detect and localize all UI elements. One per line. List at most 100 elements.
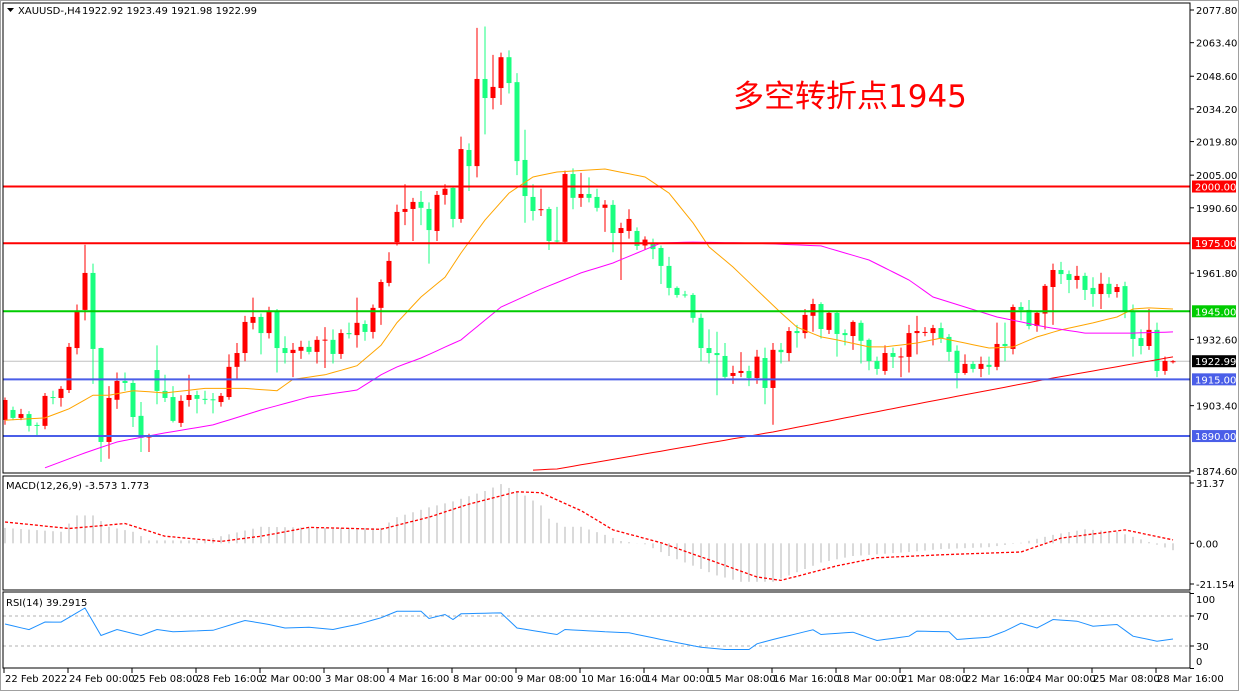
candle[interactable]	[810, 298, 816, 332]
candle[interactable]	[858, 320, 864, 364]
candle[interactable]	[338, 329, 344, 359]
candle[interactable]	[450, 186, 456, 228]
candle[interactable]	[746, 365, 752, 387]
candle[interactable]	[490, 54, 496, 110]
candle[interactable]	[274, 309, 280, 373]
candle[interactable]	[122, 372, 128, 391]
candle[interactable]	[1026, 299, 1032, 330]
candle[interactable]	[330, 329, 336, 364]
candle[interactable]	[778, 343, 784, 364]
candle[interactable]	[898, 347, 904, 378]
candle[interactable]	[346, 322, 352, 339]
candle[interactable]	[938, 322, 944, 344]
candle[interactable]	[890, 347, 896, 369]
candle[interactable]	[730, 365, 736, 384]
candle[interactable]	[498, 52, 504, 105]
candle[interactable]	[210, 392, 216, 414]
candle[interactable]	[538, 188, 544, 216]
candle[interactable]	[618, 222, 624, 280]
candle[interactable]	[946, 333, 952, 362]
candle[interactable]	[10, 406, 16, 421]
candle[interactable]	[682, 290, 688, 298]
candle[interactable]	[738, 352, 744, 378]
candle[interactable]	[1050, 263, 1056, 325]
candle[interactable]	[1170, 360, 1176, 364]
candle[interactable]	[794, 324, 800, 348]
candle[interactable]	[922, 327, 928, 337]
candle[interactable]	[466, 143, 472, 192]
candle[interactable]	[74, 304, 80, 355]
candle[interactable]	[586, 177, 592, 203]
candle[interactable]	[250, 297, 256, 330]
candle[interactable]	[594, 188, 600, 212]
candle[interactable]	[906, 324, 912, 373]
candle[interactable]	[1114, 284, 1120, 298]
candle[interactable]	[378, 279, 384, 325]
candle[interactable]	[1002, 322, 1008, 362]
candle[interactable]	[530, 184, 536, 221]
candle[interactable]	[242, 315, 248, 362]
candle[interactable]	[386, 252, 392, 287]
candle[interactable]	[602, 200, 608, 232]
candle[interactable]	[626, 209, 632, 239]
candle[interactable]	[706, 329, 712, 364]
candle[interactable]	[218, 392, 224, 407]
candle[interactable]	[1154, 322, 1160, 378]
candle[interactable]	[58, 386, 64, 407]
candle[interactable]	[866, 338, 872, 371]
candle[interactable]	[1138, 329, 1144, 355]
candle[interactable]	[962, 354, 968, 375]
candle[interactable]	[634, 227, 640, 251]
candle[interactable]	[562, 170, 568, 244]
candle[interactable]	[874, 356, 880, 375]
candle[interactable]	[258, 313, 264, 355]
candle[interactable]	[66, 343, 72, 393]
candle[interactable]	[42, 392, 48, 430]
candle[interactable]	[426, 202, 432, 264]
candle[interactable]	[978, 356, 984, 378]
candle[interactable]	[714, 331, 720, 396]
candle[interactable]	[50, 390, 56, 405]
candle[interactable]	[658, 245, 664, 285]
candle[interactable]	[434, 191, 440, 241]
candle[interactable]	[82, 244, 88, 321]
candle[interactable]	[458, 136, 464, 223]
chart-menu-triangle-icon[interactable]	[7, 8, 14, 12]
candle[interactable]	[1106, 277, 1112, 298]
candle[interactable]	[154, 345, 160, 405]
candle[interactable]	[354, 297, 360, 348]
candle[interactable]	[1074, 265, 1080, 289]
candle[interactable]	[850, 320, 856, 350]
candle[interactable]	[482, 26, 488, 135]
candle[interactable]	[698, 313, 704, 362]
candle[interactable]	[202, 390, 208, 405]
candle[interactable]	[666, 256, 672, 296]
candle[interactable]	[514, 73, 520, 176]
candle[interactable]	[362, 320, 368, 341]
candle[interactable]	[178, 395, 184, 427]
candle[interactable]	[818, 302, 824, 339]
candle[interactable]	[1034, 311, 1040, 332]
candle[interactable]	[970, 361, 976, 373]
candle[interactable]	[1090, 277, 1096, 307]
candle[interactable]	[762, 347, 768, 405]
candle[interactable]	[282, 336, 288, 364]
candle[interactable]	[1146, 309, 1152, 350]
candle[interactable]	[722, 343, 728, 380]
candle[interactable]	[674, 286, 680, 298]
candle[interactable]	[18, 408, 24, 421]
candle[interactable]	[1058, 261, 1064, 285]
candle[interactable]	[194, 390, 200, 414]
candle[interactable]	[418, 191, 424, 226]
candle[interactable]	[770, 343, 776, 425]
candle[interactable]	[290, 343, 296, 378]
candle[interactable]	[994, 322, 1000, 371]
candle[interactable]	[578, 172, 584, 207]
candle[interactable]	[930, 324, 936, 346]
candle[interactable]	[882, 345, 888, 375]
candle[interactable]	[138, 402, 144, 452]
candle[interactable]	[826, 311, 832, 334]
candle[interactable]	[226, 354, 232, 400]
rsi-panel[interactable]: RSI(14) 39.2915 100 70 30 0	[3, 593, 1215, 669]
candle[interactable]	[1066, 270, 1072, 294]
